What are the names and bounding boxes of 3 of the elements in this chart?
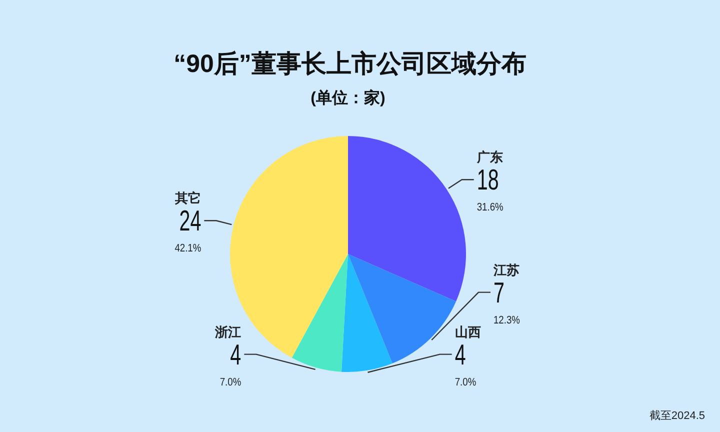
subtitle: (单位：家) xyxy=(310,90,386,107)
annotation: 截至2024.5 xyxy=(649,410,705,422)
title: “90后”董事长上市公司区域分布 xyxy=(174,50,526,78)
